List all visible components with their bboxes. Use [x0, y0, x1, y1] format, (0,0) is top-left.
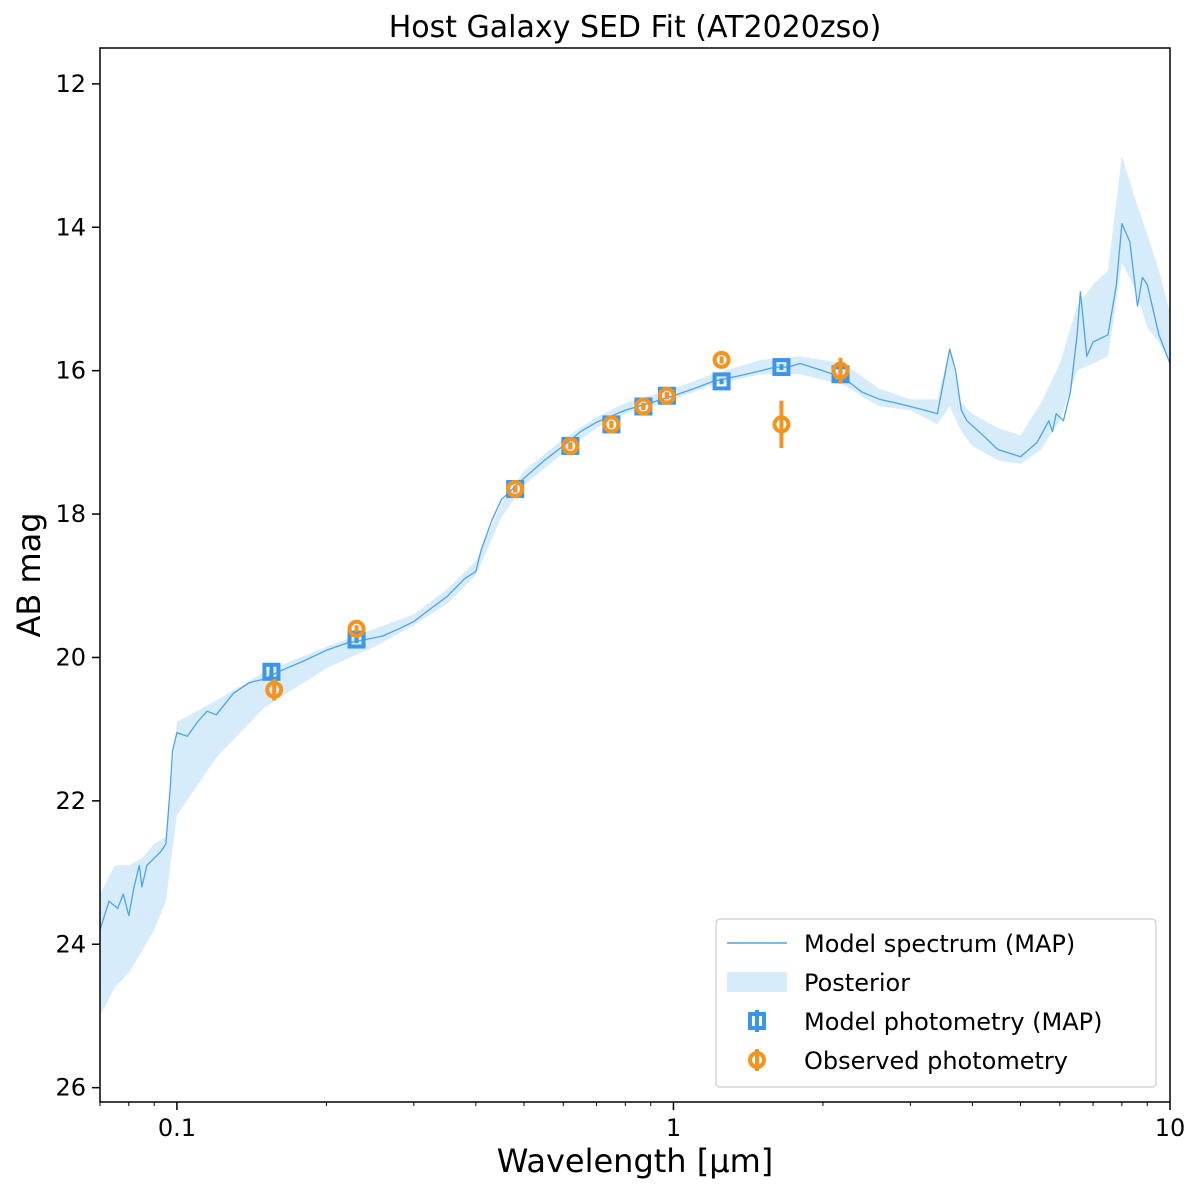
- observed-phot-point: [831, 361, 850, 380]
- observed-phot-point: [265, 680, 284, 699]
- model-phot-point: [347, 630, 366, 649]
- legend-circle-swatch: [748, 1051, 766, 1069]
- observed-phot-point: [712, 350, 731, 369]
- y-tick-label: 14: [55, 213, 86, 241]
- legend-band-swatch: [727, 972, 787, 992]
- y-tick-label: 12: [55, 70, 86, 98]
- plot-frame: [99, 47, 1171, 1103]
- legend-label: Model photometry (MAP): [804, 1008, 1103, 1036]
- observed-phot-point: [602, 415, 621, 434]
- observed-phot-point: [347, 619, 366, 638]
- chart-title: Host Galaxy SED Fit (AT2020zso): [389, 10, 882, 45]
- y-tick-label: 24: [55, 930, 86, 958]
- legend-square-swatch: [748, 1012, 766, 1030]
- plot-area: [100, 155, 1170, 1017]
- observed-phot-point: [561, 436, 580, 455]
- y-axis-label: AB mag: [10, 512, 48, 637]
- legend: Model spectrum (MAP) Posterior Model photo…: [715, 918, 1157, 1088]
- legend-box: [715, 918, 1157, 1088]
- x-tick-label: 10: [1155, 1114, 1186, 1142]
- legend-label: Model spectrum (MAP): [804, 930, 1075, 958]
- y-tick-label: 18: [55, 500, 86, 528]
- observed-phot-point: [772, 415, 791, 434]
- observed-phot-point: [634, 397, 653, 416]
- x-tick-label: 0.1: [158, 1114, 196, 1142]
- y-tick-label: 20: [55, 643, 86, 671]
- model-spectrum-line: [100, 223, 1170, 931]
- y-tick-label: 26: [55, 1074, 86, 1102]
- observed-phot-point: [506, 479, 525, 498]
- model-phot-point: [772, 358, 791, 377]
- observed-phot-point: [657, 386, 676, 405]
- model-phot-point: [262, 662, 281, 681]
- x-tick-label: 1: [666, 1114, 681, 1142]
- x-axis-label: Wavelength [μm]: [497, 1142, 774, 1180]
- plot-clip-group: [100, 155, 1170, 1017]
- axis-ticks: 12 14 16 18 20 22 24 26 0.1 1 10: [55, 70, 1185, 1142]
- legend-label: Observed photometry: [804, 1047, 1068, 1075]
- y-tick-label: 16: [55, 357, 86, 385]
- y-tick-label: 22: [55, 787, 86, 815]
- legend-label: Posterior: [804, 969, 910, 997]
- posterior-band: [100, 155, 1170, 1017]
- model-phot-point: [712, 372, 731, 391]
